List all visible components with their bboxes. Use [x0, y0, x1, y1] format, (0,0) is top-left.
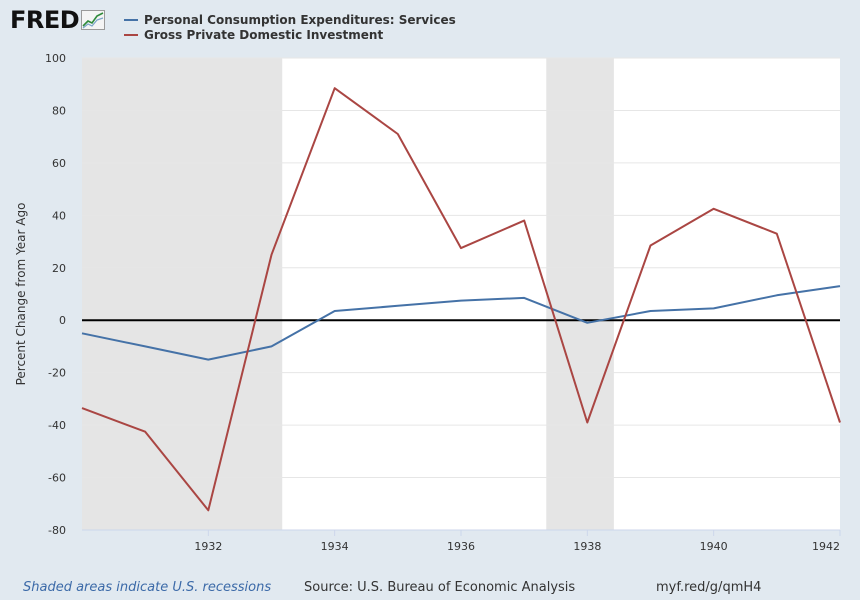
- legend-item-gpdi[interactable]: Gross Private Domestic Investment: [124, 27, 456, 42]
- legend-label-pce-services: Personal Consumption Expenditures: Servi…: [144, 12, 456, 27]
- fred-logo[interactable]: FRED: [10, 6, 106, 34]
- line-chart: -80 -60 -40 -20 0 20 40 60 80 100 1932 1934 1936 1938…: [14, 52, 841, 553]
- legend-item-pce-services[interactable]: Personal Consumption Expenditures: Servi…: [124, 12, 456, 27]
- legend-label-gpdi: Gross Private Domestic Investment: [144, 27, 384, 42]
- y-tick-label: 20: [52, 262, 66, 275]
- series-line-pce-services: [81, 285, 841, 361]
- recession-note: Shaded areas indicate U.S. recessions: [23, 580, 272, 595]
- y-tick-label: -40: [48, 419, 66, 432]
- y-tick-label: -20: [48, 367, 66, 380]
- y-tick-label: 100: [45, 52, 66, 65]
- y-tick-label: 60: [52, 157, 66, 170]
- y-tick-label: 80: [52, 104, 66, 117]
- x-tick-label: 1940: [700, 540, 728, 553]
- chart-legend: Personal Consumption Expenditures: Servi…: [124, 12, 456, 42]
- chart-trend-icon: [81, 10, 106, 30]
- x-tick-label: 1942: [812, 540, 840, 553]
- x-tick-label: 1936: [447, 540, 475, 553]
- x-tick-label: 1932: [194, 540, 222, 553]
- x-tick-label: 1938: [573, 540, 601, 553]
- y-tick-label: -60: [48, 472, 66, 485]
- y-axis-title: Percent Change from Year Ago: [14, 203, 28, 386]
- short-url-link[interactable]: myf.red/g/qmH4: [656, 580, 762, 595]
- y-tick-label: 40: [52, 209, 66, 222]
- y-tick-label: 0: [59, 314, 66, 327]
- source-note: Source: U.S. Bureau of Economic Analysis: [304, 580, 576, 595]
- series-line-gpdi: [81, 87, 841, 512]
- chart-footer: Shaded areas indicate U.S. recessions So…: [0, 580, 860, 598]
- recession-band-0: [82, 58, 283, 530]
- fred-logo-text: FRED: [10, 6, 80, 34]
- recession-band-1: [546, 58, 614, 530]
- legend-swatch-gpdi: [124, 33, 138, 36]
- x-tick-label: 1934: [321, 540, 349, 553]
- legend-swatch-pce-services: [124, 18, 138, 21]
- y-tick-label: -80: [48, 524, 66, 537]
